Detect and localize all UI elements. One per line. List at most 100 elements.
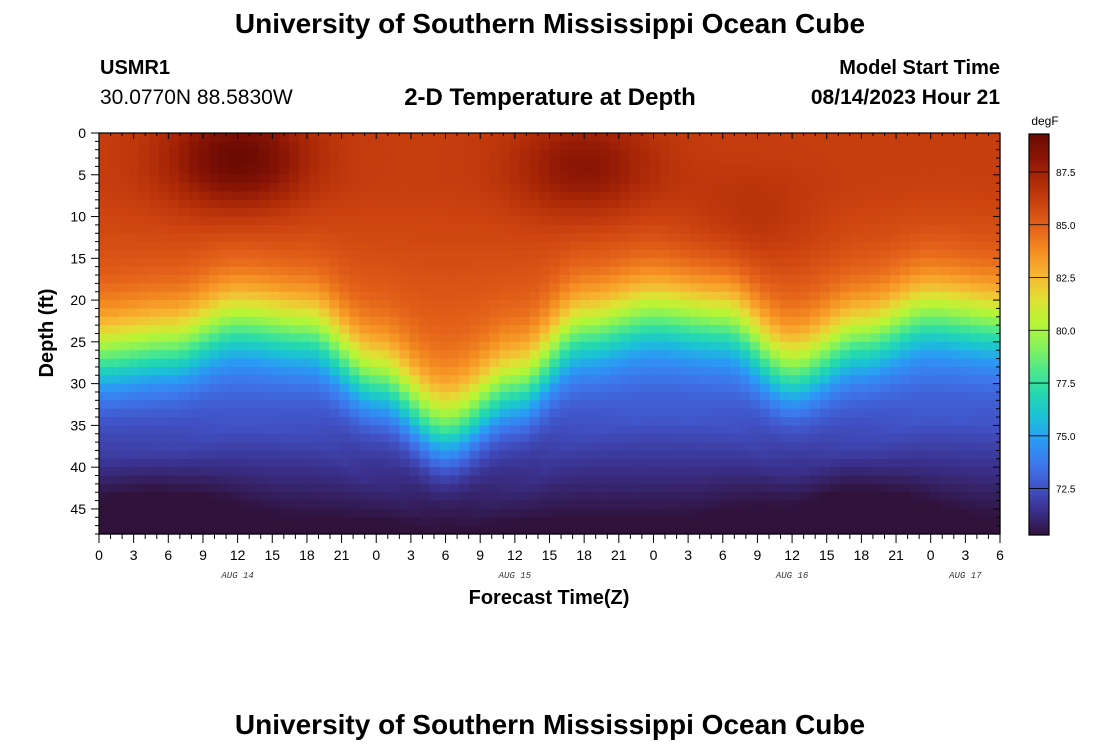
heatmap-cell	[959, 358, 971, 368]
heatmap-cell	[979, 316, 991, 326]
heatmap-cell	[939, 166, 951, 176]
heatmap-cell	[379, 191, 390, 201]
heatmap-cell	[99, 341, 110, 351]
heatmap-cell	[479, 275, 491, 284]
heatmap-cell	[559, 492, 571, 502]
heatmap-cell	[139, 383, 150, 393]
heatmap-cell	[909, 183, 921, 193]
heatmap-cell	[709, 266, 721, 276]
heatmap-cell	[809, 291, 821, 301]
heatmap-cell	[739, 442, 751, 452]
heatmap-cell	[449, 408, 460, 418]
heatmap-cell	[339, 417, 350, 426]
heatmap-cell	[619, 525, 631, 535]
heatmap-cell	[519, 383, 531, 393]
heatmap-cell	[299, 166, 310, 176]
heatmap-cell	[509, 425, 521, 435]
heatmap-cell	[329, 433, 340, 443]
heatmap-cell	[899, 291, 911, 301]
heatmap-cell	[129, 308, 140, 318]
heatmap-cell	[839, 291, 851, 301]
heatmap-cell	[759, 442, 771, 452]
heatmap-cell	[619, 199, 631, 209]
heatmap-cell	[289, 467, 300, 477]
heatmap-cell	[239, 442, 250, 452]
heatmap-cell	[229, 224, 240, 234]
heatmap-cell	[589, 442, 601, 452]
heatmap-cell	[849, 174, 861, 184]
heatmap-cell	[229, 400, 240, 410]
heatmap-cell	[879, 174, 891, 184]
heatmap-cell	[269, 266, 280, 276]
heatmap-cell	[219, 450, 230, 460]
heatmap-cell	[459, 433, 471, 443]
heatmap-cell	[949, 300, 961, 310]
heatmap-cell	[379, 425, 390, 435]
heatmap-cell	[609, 492, 621, 502]
heatmap-cell	[759, 258, 771, 268]
heatmap-cell	[349, 308, 360, 318]
heatmap-cell	[499, 467, 511, 477]
heatmap-cell	[859, 442, 871, 452]
heatmap-cell	[969, 475, 981, 485]
heatmap-cell	[199, 166, 210, 176]
heatmap-cell	[279, 433, 290, 443]
heatmap-cell	[689, 233, 701, 243]
heatmap-cell	[869, 425, 881, 435]
heatmap-cell	[699, 366, 711, 376]
heatmap-cell	[929, 358, 941, 368]
heatmap-cell	[909, 291, 921, 301]
heatmap-cell	[169, 475, 180, 485]
heatmap-cell	[289, 191, 300, 201]
heatmap-cell	[789, 383, 801, 393]
heatmap-cell	[949, 442, 961, 452]
heatmap-cell	[349, 467, 360, 477]
heatmap-cell	[729, 425, 741, 435]
heatmap-cell	[849, 467, 861, 477]
heatmap-cell	[759, 141, 771, 151]
heatmap-cell	[509, 492, 521, 502]
heatmap-cell	[919, 199, 931, 209]
heatmap-cell	[589, 216, 601, 226]
heatmap-cell	[109, 149, 120, 159]
heatmap-cell	[199, 483, 210, 493]
heatmap-cell	[859, 141, 871, 151]
heatmap-cell	[129, 358, 140, 368]
heatmap-cell	[699, 433, 711, 443]
heatmap-cell	[169, 341, 180, 351]
heatmap-cell	[409, 458, 420, 468]
heatmap-cell	[569, 224, 581, 234]
heatmap-cell	[899, 458, 911, 468]
heatmap-cell	[99, 400, 110, 410]
heatmap-cell	[689, 517, 701, 527]
heatmap-cell	[249, 517, 260, 527]
heatmap-cell	[739, 183, 751, 193]
heatmap-cell	[649, 174, 661, 184]
heatmap-cell	[339, 433, 350, 443]
heatmap-cell	[459, 500, 471, 510]
heatmap-cell	[669, 417, 681, 426]
heatmap-cell	[459, 158, 471, 168]
heatmap-cell	[209, 400, 220, 410]
heatmap-cell	[629, 341, 641, 351]
heatmap-cell	[529, 375, 541, 385]
heatmap-cell	[949, 275, 961, 284]
heatmap-cell	[879, 425, 891, 435]
heatmap-cell	[219, 316, 230, 326]
heatmap-cell	[229, 199, 240, 209]
heatmap-cell	[689, 316, 701, 326]
heatmap-cell	[149, 300, 160, 310]
heatmap-cell	[899, 391, 911, 401]
heatmap-cell	[119, 433, 130, 443]
heatmap-cell	[849, 517, 861, 527]
heatmap-cell	[919, 166, 931, 176]
heatmap-cell	[599, 224, 611, 234]
heatmap-cell	[779, 183, 791, 193]
heatmap-cell	[479, 166, 491, 176]
heatmap-cell	[819, 149, 831, 159]
heatmap-cell	[809, 500, 821, 510]
heatmap-cell	[849, 216, 861, 226]
heatmap-cell	[439, 191, 450, 201]
heatmap-cell	[569, 375, 581, 385]
heatmap-cell	[259, 383, 270, 393]
